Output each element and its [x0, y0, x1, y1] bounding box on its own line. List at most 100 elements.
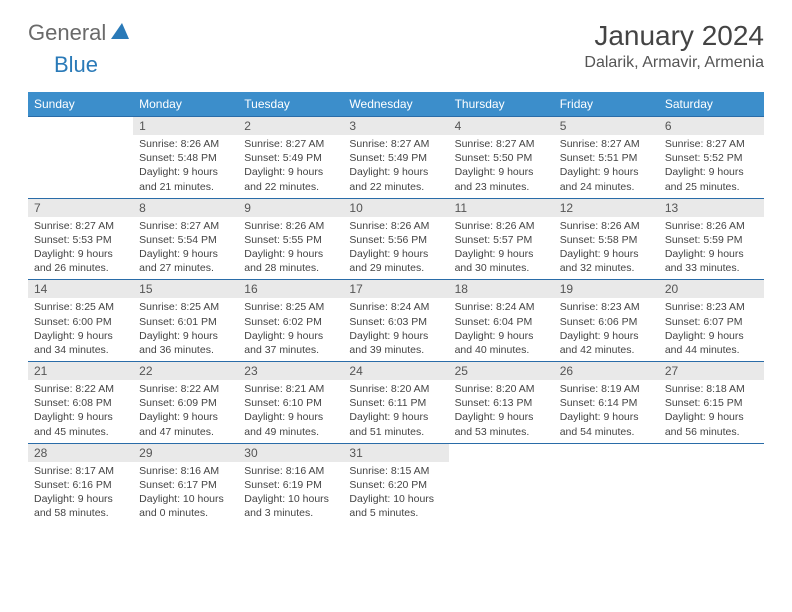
day-number: 26: [554, 362, 659, 380]
day-details: Sunrise: 8:19 AMSunset: 6:14 PMDaylight:…: [554, 380, 659, 443]
page-title: January 2024: [584, 20, 764, 52]
day-details: Sunrise: 8:27 AMSunset: 5:51 PMDaylight:…: [554, 135, 659, 198]
weekday-header: Saturday: [659, 92, 764, 117]
day-number: 28: [28, 444, 133, 462]
day-number: 9: [238, 199, 343, 217]
calendar-cell: 26Sunrise: 8:19 AMSunset: 6:14 PMDayligh…: [554, 362, 659, 444]
calendar-cell: 4Sunrise: 8:27 AMSunset: 5:50 PMDaylight…: [449, 117, 554, 199]
weekday-header: Sunday: [28, 92, 133, 117]
calendar-cell: 13Sunrise: 8:26 AMSunset: 5:59 PMDayligh…: [659, 198, 764, 280]
day-details: Sunrise: 8:16 AMSunset: 6:17 PMDaylight:…: [133, 462, 238, 525]
day-details: Sunrise: 8:20 AMSunset: 6:13 PMDaylight:…: [449, 380, 554, 443]
calendar-week-row: 14Sunrise: 8:25 AMSunset: 6:00 PMDayligh…: [28, 280, 764, 362]
day-details: Sunrise: 8:25 AMSunset: 6:01 PMDaylight:…: [133, 298, 238, 361]
day-number: 15: [133, 280, 238, 298]
day-details: Sunrise: 8:27 AMSunset: 5:54 PMDaylight:…: [133, 217, 238, 280]
calendar-week-row: 1Sunrise: 8:26 AMSunset: 5:48 PMDaylight…: [28, 117, 764, 199]
day-number: 1: [133, 117, 238, 135]
day-details: Sunrise: 8:21 AMSunset: 6:10 PMDaylight:…: [238, 380, 343, 443]
day-details: Sunrise: 8:27 AMSunset: 5:53 PMDaylight:…: [28, 217, 133, 280]
calendar-cell: [659, 443, 764, 524]
day-details: Sunrise: 8:26 AMSunset: 5:55 PMDaylight:…: [238, 217, 343, 280]
calendar-cell: 27Sunrise: 8:18 AMSunset: 6:15 PMDayligh…: [659, 362, 764, 444]
weekday-header: Friday: [554, 92, 659, 117]
calendar-cell: 20Sunrise: 8:23 AMSunset: 6:07 PMDayligh…: [659, 280, 764, 362]
day-number: 20: [659, 280, 764, 298]
logo-sail-icon: [110, 22, 130, 45]
calendar-table: SundayMondayTuesdayWednesdayThursdayFrid…: [28, 92, 764, 524]
calendar-cell: 23Sunrise: 8:21 AMSunset: 6:10 PMDayligh…: [238, 362, 343, 444]
day-number: 16: [238, 280, 343, 298]
day-details: Sunrise: 8:26 AMSunset: 5:48 PMDaylight:…: [133, 135, 238, 198]
logo: General: [28, 20, 132, 46]
calendar-cell: 10Sunrise: 8:26 AMSunset: 5:56 PMDayligh…: [343, 198, 448, 280]
day-number: 3: [343, 117, 448, 135]
day-details: Sunrise: 8:27 AMSunset: 5:49 PMDaylight:…: [238, 135, 343, 198]
day-number: 31: [343, 444, 448, 462]
calendar-cell: 29Sunrise: 8:16 AMSunset: 6:17 PMDayligh…: [133, 443, 238, 524]
calendar-cell: 16Sunrise: 8:25 AMSunset: 6:02 PMDayligh…: [238, 280, 343, 362]
weekday-header: Thursday: [449, 92, 554, 117]
calendar-week-row: 28Sunrise: 8:17 AMSunset: 6:16 PMDayligh…: [28, 443, 764, 524]
day-details: Sunrise: 8:20 AMSunset: 6:11 PMDaylight:…: [343, 380, 448, 443]
calendar-cell: 18Sunrise: 8:24 AMSunset: 6:04 PMDayligh…: [449, 280, 554, 362]
day-details: Sunrise: 8:26 AMSunset: 5:58 PMDaylight:…: [554, 217, 659, 280]
location-text: Dalarik, Armavir, Armenia: [584, 54, 764, 72]
day-details: Sunrise: 8:16 AMSunset: 6:19 PMDaylight:…: [238, 462, 343, 525]
calendar-cell: 25Sunrise: 8:20 AMSunset: 6:13 PMDayligh…: [449, 362, 554, 444]
day-details: Sunrise: 8:15 AMSunset: 6:20 PMDaylight:…: [343, 462, 448, 525]
day-details: Sunrise: 8:27 AMSunset: 5:52 PMDaylight:…: [659, 135, 764, 198]
calendar-cell: [554, 443, 659, 524]
calendar-cell: 24Sunrise: 8:20 AMSunset: 6:11 PMDayligh…: [343, 362, 448, 444]
calendar-cell: 9Sunrise: 8:26 AMSunset: 5:55 PMDaylight…: [238, 198, 343, 280]
day-number: 7: [28, 199, 133, 217]
calendar-cell: 2Sunrise: 8:27 AMSunset: 5:49 PMDaylight…: [238, 117, 343, 199]
day-number: 30: [238, 444, 343, 462]
day-details: Sunrise: 8:23 AMSunset: 6:07 PMDaylight:…: [659, 298, 764, 361]
day-number: 25: [449, 362, 554, 380]
calendar-cell: [28, 117, 133, 199]
day-details: Sunrise: 8:26 AMSunset: 5:56 PMDaylight:…: [343, 217, 448, 280]
day-number: 19: [554, 280, 659, 298]
day-details: Sunrise: 8:18 AMSunset: 6:15 PMDaylight:…: [659, 380, 764, 443]
day-number: 10: [343, 199, 448, 217]
day-number: 4: [449, 117, 554, 135]
day-number: 8: [133, 199, 238, 217]
day-number: 23: [238, 362, 343, 380]
day-number: 24: [343, 362, 448, 380]
calendar-cell: 30Sunrise: 8:16 AMSunset: 6:19 PMDayligh…: [238, 443, 343, 524]
calendar-body: 1Sunrise: 8:26 AMSunset: 5:48 PMDaylight…: [28, 117, 764, 525]
weekday-header: Monday: [133, 92, 238, 117]
calendar-cell: 5Sunrise: 8:27 AMSunset: 5:51 PMDaylight…: [554, 117, 659, 199]
calendar-cell: 11Sunrise: 8:26 AMSunset: 5:57 PMDayligh…: [449, 198, 554, 280]
calendar-cell: 7Sunrise: 8:27 AMSunset: 5:53 PMDaylight…: [28, 198, 133, 280]
logo-text-general: General: [28, 20, 106, 46]
day-number: 12: [554, 199, 659, 217]
calendar-cell: 1Sunrise: 8:26 AMSunset: 5:48 PMDaylight…: [133, 117, 238, 199]
calendar-cell: 15Sunrise: 8:25 AMSunset: 6:01 PMDayligh…: [133, 280, 238, 362]
calendar-cell: 31Sunrise: 8:15 AMSunset: 6:20 PMDayligh…: [343, 443, 448, 524]
day-number: 21: [28, 362, 133, 380]
day-number: 17: [343, 280, 448, 298]
day-number: 5: [554, 117, 659, 135]
day-details: Sunrise: 8:22 AMSunset: 6:09 PMDaylight:…: [133, 380, 238, 443]
day-details: Sunrise: 8:24 AMSunset: 6:03 PMDaylight:…: [343, 298, 448, 361]
weekday-header: Wednesday: [343, 92, 448, 117]
calendar-cell: 12Sunrise: 8:26 AMSunset: 5:58 PMDayligh…: [554, 198, 659, 280]
day-number: 6: [659, 117, 764, 135]
logo-text-blue: Blue: [54, 52, 98, 77]
day-number: 13: [659, 199, 764, 217]
day-number: 2: [238, 117, 343, 135]
weekday-header-row: SundayMondayTuesdayWednesdayThursdayFrid…: [28, 92, 764, 117]
calendar-week-row: 21Sunrise: 8:22 AMSunset: 6:08 PMDayligh…: [28, 362, 764, 444]
day-details: Sunrise: 8:25 AMSunset: 6:02 PMDaylight:…: [238, 298, 343, 361]
day-details: Sunrise: 8:27 AMSunset: 5:49 PMDaylight:…: [343, 135, 448, 198]
day-number: 22: [133, 362, 238, 380]
calendar-cell: 8Sunrise: 8:27 AMSunset: 5:54 PMDaylight…: [133, 198, 238, 280]
day-details: Sunrise: 8:23 AMSunset: 6:06 PMDaylight:…: [554, 298, 659, 361]
day-details: Sunrise: 8:26 AMSunset: 5:59 PMDaylight:…: [659, 217, 764, 280]
calendar-cell: 3Sunrise: 8:27 AMSunset: 5:49 PMDaylight…: [343, 117, 448, 199]
day-number: 29: [133, 444, 238, 462]
calendar-cell: 19Sunrise: 8:23 AMSunset: 6:06 PMDayligh…: [554, 280, 659, 362]
day-details: Sunrise: 8:25 AMSunset: 6:00 PMDaylight:…: [28, 298, 133, 361]
